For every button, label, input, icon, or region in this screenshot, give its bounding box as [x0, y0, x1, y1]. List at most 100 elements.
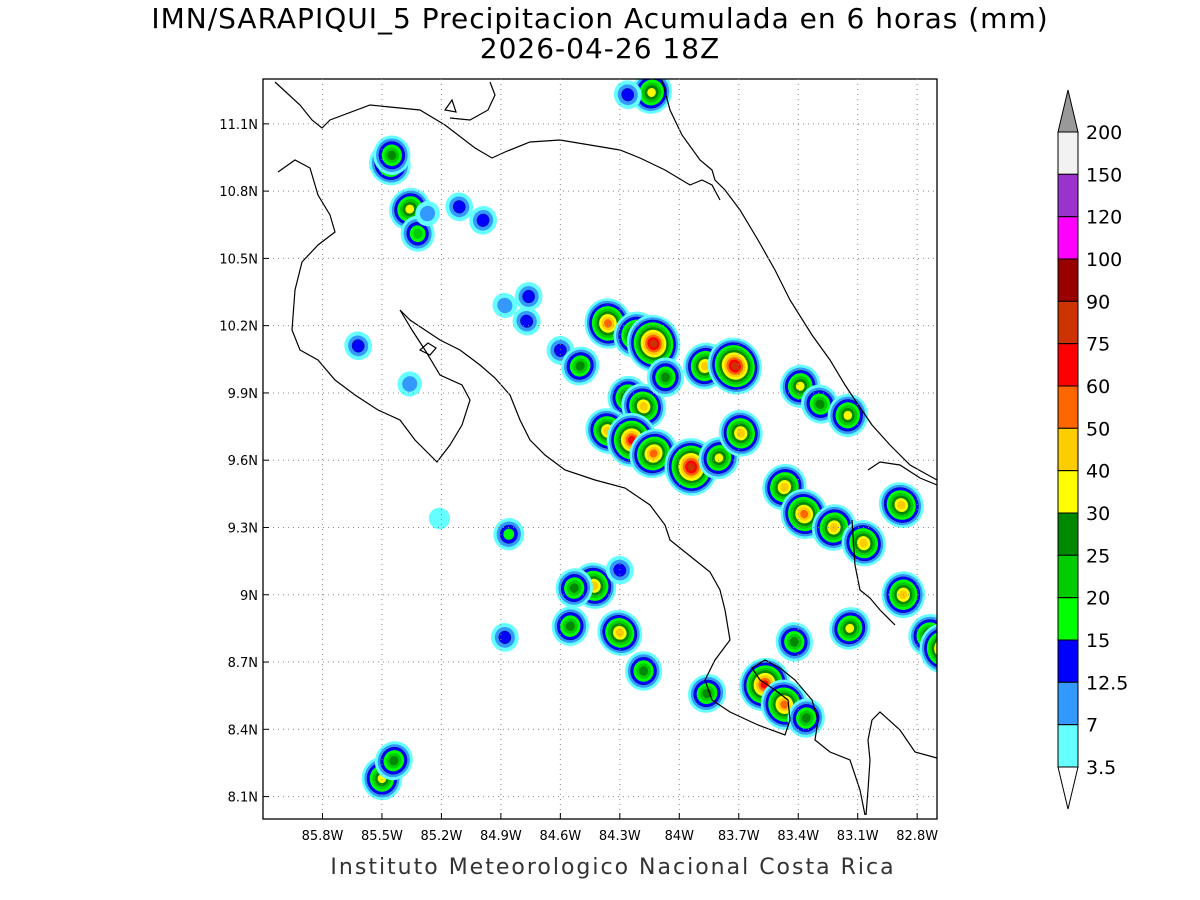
lon-tick-label: 83.4W [777, 829, 819, 844]
lat-tick-label: 9.9N [228, 387, 258, 402]
axis-ticks: 85.8W 85.5W 85.2W 84.9W 84.6W 84.3W 84W 83.7W 83… [219, 118, 938, 844]
precip-contour [815, 399, 825, 409]
precip-cell [625, 651, 663, 691]
precip-cell [919, 623, 937, 674]
colorbar-swatch [1057, 173, 1079, 218]
precip-contour [845, 623, 855, 633]
colorbar-swatch [1057, 300, 1079, 345]
colorbar-label: 75 [1086, 334, 1110, 356]
colorbar-swatch [1057, 343, 1079, 387]
lon-tick-label: 84.6W [539, 829, 581, 844]
precip-contour [615, 628, 625, 638]
precipitation-field [344, 79, 937, 801]
colorbar-swatch [1057, 681, 1079, 726]
colorbar-swatch [1057, 512, 1079, 556]
colorbar-swatch [1057, 554, 1079, 599]
colorbar-label: 40 [1086, 461, 1110, 483]
colorbar-label: 50 [1086, 418, 1110, 440]
colorbar-min-arrow [1057, 766, 1079, 810]
precip-contour [859, 538, 868, 548]
precip-contour [780, 700, 789, 709]
precip-cell [428, 507, 451, 530]
lon-tick-label: 85.8W [302, 829, 344, 844]
precip-contour [613, 563, 627, 577]
precip-cell [555, 568, 593, 608]
colorbar: 3.5 7 12.5 15 20 25 30 40 50 60 75 90 100 120 150 200 [1057, 89, 1128, 810]
precip-cell [512, 307, 541, 336]
precip-contour [351, 339, 365, 353]
precip-contour [780, 482, 789, 492]
precip-contour [412, 228, 423, 239]
lon-tick-label: 85.5W [361, 829, 403, 844]
precip-contour [621, 88, 635, 102]
lat-lon-grid [263, 79, 937, 819]
precip-cell [775, 622, 813, 662]
precip-contour [649, 449, 658, 458]
lat-tick-label: 9N [240, 589, 258, 604]
precip-cell [491, 622, 519, 652]
colorbar-max-arrow [1057, 89, 1079, 133]
precip-contour [419, 205, 436, 222]
precip-cell [561, 346, 600, 386]
colorbar-swatch [1057, 216, 1079, 260]
lake-nicaragua-shore [443, 98, 457, 113]
precip-cell [469, 205, 497, 235]
precip-contour [554, 343, 567, 357]
colorbar-label: 90 [1086, 291, 1110, 313]
precip-cell [613, 80, 642, 110]
precip-contour [649, 339, 658, 348]
precip-cell [445, 192, 474, 222]
lat-tick-label: 10.5N [219, 252, 258, 267]
precip-contour [843, 410, 853, 420]
panama-border [865, 711, 937, 816]
lat-tick-label: 11.1N [219, 118, 258, 133]
precip-contour [452, 200, 466, 214]
precip-contour [387, 150, 397, 161]
precip-cell [344, 331, 373, 361]
precip-cell [597, 610, 643, 656]
coastline [274, 79, 937, 816]
colorbar-label: 120 [1086, 207, 1122, 229]
precip-cell [551, 606, 589, 646]
precip-contour [402, 376, 418, 392]
colorbar-swatch [1057, 724, 1079, 768]
bocas-coast [867, 461, 937, 486]
precip-cell [621, 383, 666, 430]
nicaragua-caribbean-coast [449, 81, 496, 121]
panama-border-north [851, 519, 896, 626]
colorbar-label: 100 [1086, 249, 1122, 271]
precip-contour [503, 528, 515, 540]
precip-cell [514, 282, 543, 311]
precip-cell [829, 607, 871, 650]
nicoya-gulf-island [418, 342, 437, 356]
precip-contour [700, 361, 710, 371]
colorbar-label: 3.5 [1086, 757, 1116, 779]
colorbar-swatch [1057, 131, 1079, 175]
precip-cell [646, 357, 685, 398]
colorbar-swatch [1057, 385, 1079, 429]
precip-cell [878, 482, 924, 528]
colorbar-label: 15 [1086, 630, 1110, 652]
colorbar-swatch [1057, 639, 1079, 683]
lat-tick-label: 9.3N [228, 521, 258, 536]
colorbar-label: 60 [1086, 376, 1110, 398]
lon-tick-label: 84.3W [599, 829, 641, 844]
precip-cell [373, 135, 411, 176]
lat-tick-label: 10.8N [219, 185, 258, 200]
lon-tick-label: 82.8W [896, 829, 938, 844]
footer-credit: Instituto Meteorologico Nacional Costa R… [330, 855, 896, 880]
precip-contour [639, 402, 648, 411]
pacific-coast [277, 159, 866, 816]
precip-contour [569, 583, 579, 593]
precip-contour [647, 88, 656, 97]
lon-tick-label: 84.9W [480, 829, 522, 844]
precip-contour [800, 509, 809, 519]
precip-contour [736, 428, 745, 438]
precip-contour [575, 361, 585, 371]
precip-contour [789, 637, 799, 647]
precip-cell [687, 674, 727, 713]
lat-tick-label: 8.1N [228, 791, 258, 806]
map-title: IMN/SARAPIQUI_5 Precipitacion Acumulada … [151, 2, 1049, 35]
lon-tick-label: 84W [665, 829, 695, 844]
